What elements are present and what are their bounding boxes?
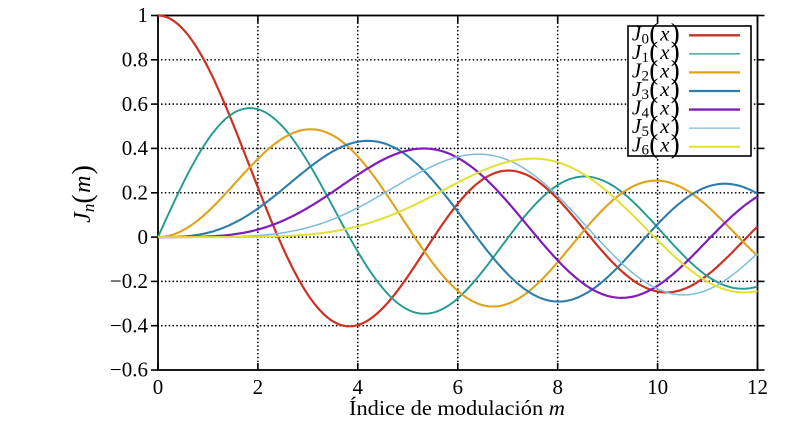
- svg-text:J0(x): J0(x): [632, 18, 680, 48]
- svg-text:8: 8: [552, 375, 563, 399]
- svg-text:−0.6: −0.6: [110, 358, 148, 382]
- svg-text:−0.2: −0.2: [110, 269, 148, 293]
- svg-text:Jn(m): Jn(m): [68, 165, 99, 223]
- svg-text:0: 0: [153, 375, 164, 399]
- svg-text:0.4: 0.4: [122, 136, 149, 160]
- svg-text:2: 2: [253, 375, 264, 399]
- svg-text:4: 4: [353, 375, 364, 399]
- svg-text:Índice de modulación m: Índice de modulación m: [349, 396, 565, 420]
- svg-text:12: 12: [747, 375, 768, 399]
- svg-text:J3(x): J3(x): [632, 74, 680, 104]
- svg-text:J4(x): J4(x): [632, 92, 680, 122]
- svg-text:1: 1: [138, 3, 149, 27]
- svg-text:6: 6: [453, 375, 464, 399]
- svg-text:J6(x): J6(x): [632, 129, 680, 159]
- svg-text:0.2: 0.2: [122, 180, 148, 204]
- svg-text:J1(x): J1(x): [632, 36, 680, 66]
- svg-text:0.8: 0.8: [122, 48, 148, 72]
- svg-text:−0.4: −0.4: [110, 313, 149, 337]
- svg-text:J5(x): J5(x): [632, 111, 680, 141]
- svg-text:0: 0: [138, 225, 149, 249]
- svg-text:0.6: 0.6: [122, 92, 148, 116]
- svg-text:10: 10: [647, 375, 668, 399]
- svg-text:J2(x): J2(x): [632, 55, 680, 85]
